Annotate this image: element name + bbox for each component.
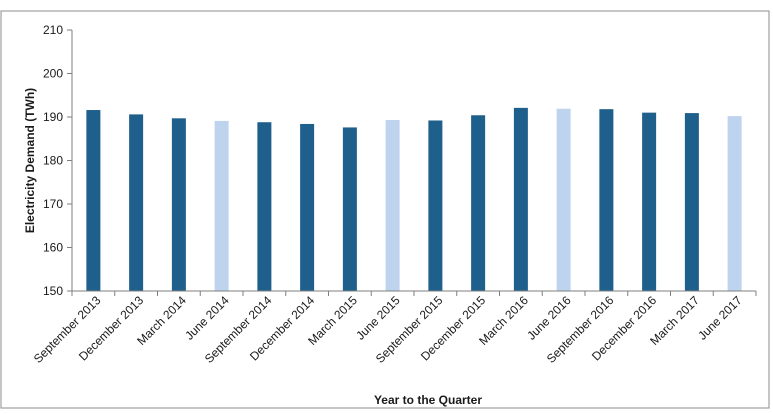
y-tick-label: 170: [43, 197, 63, 211]
bar-september-2013: [86, 110, 101, 291]
bar-december-2014: [300, 123, 315, 292]
bar-march-2014: [171, 118, 186, 292]
bar-june-2014: [214, 120, 229, 291]
y-axis-ticks: 150 160 170 180 190 200 210: [43, 23, 72, 298]
bar-december-2015: [471, 115, 486, 291]
y-axis-title: Electricity Demand (TWh): [23, 88, 37, 233]
bar-march-2016: [513, 107, 528, 292]
bars: [86, 107, 742, 292]
y-tick-label: 150: [43, 284, 63, 298]
y-tick-label: 180: [43, 154, 63, 168]
bar-december-2013: [129, 114, 144, 291]
bar-march-2017: [684, 113, 699, 292]
x-axis-title: Year to the Quarter: [374, 393, 482, 407]
bar-june-2016: [556, 108, 571, 291]
bar-june-2015: [385, 120, 400, 291]
y-tick-label: 190: [43, 110, 63, 124]
bar-march-2015: [342, 127, 357, 291]
bar-september-2014: [257, 122, 272, 291]
bar-september-2015: [428, 120, 443, 291]
bar-june-2017: [727, 116, 742, 291]
bar-september-2016: [599, 109, 614, 291]
chart-frame: [0, 10, 770, 409]
y-tick-label: 200: [43, 67, 63, 81]
y-tick-label: 160: [43, 241, 63, 255]
bar-december-2016: [642, 112, 657, 292]
y-tick-label: 210: [43, 23, 63, 37]
